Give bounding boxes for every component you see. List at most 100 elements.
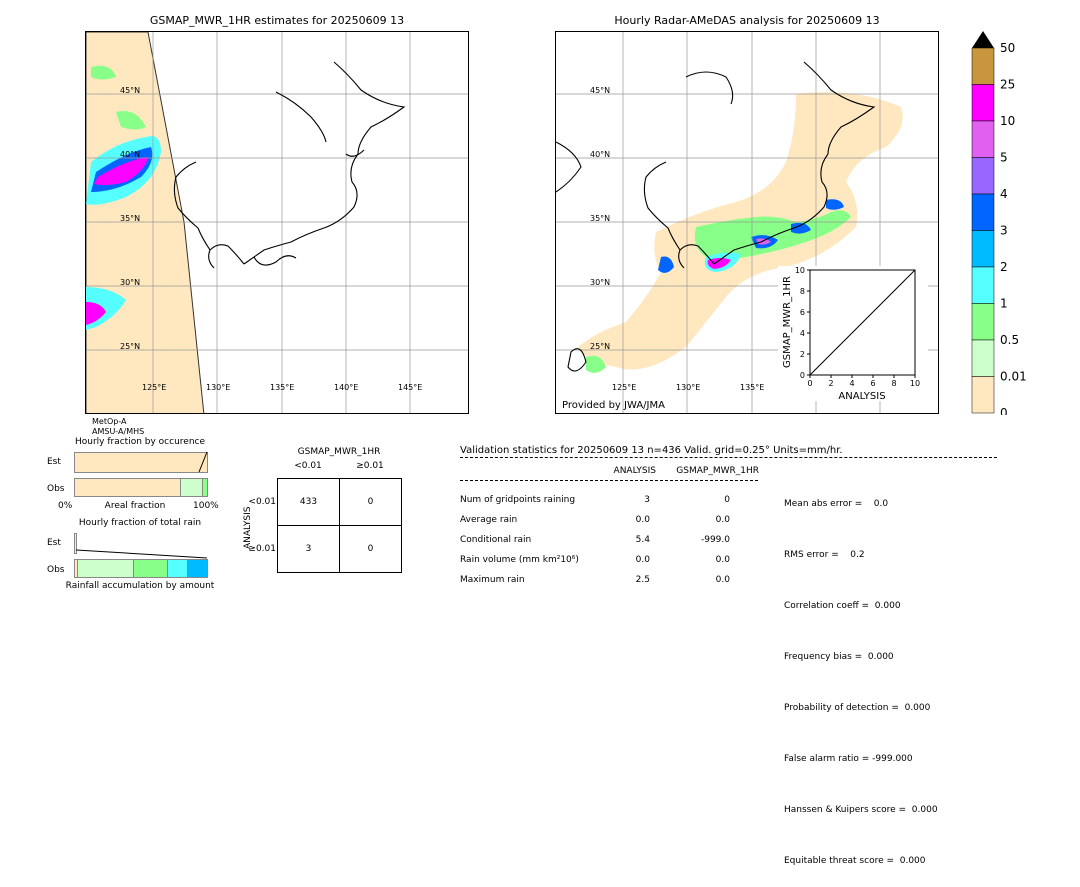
stat-analysis: 2.5 [635, 575, 650, 585]
contingency-row-header: ≥0.01 [248, 544, 276, 554]
left-map-coastline [173, 61, 406, 269]
y-tick-label: 6 [800, 308, 805, 317]
colorbar-segment [971, 47, 995, 85]
stat-label: Maximum rain [460, 575, 525, 585]
occ-obs-bar-moderate [202, 478, 208, 497]
occ-obs-bar-dry [74, 478, 181, 497]
y-tick-label: 10 [795, 266, 805, 275]
lat-label: 40°N [590, 150, 610, 159]
lat-label: 40°N [120, 150, 140, 159]
tot-est-label: Est [47, 538, 61, 548]
colorbar-label: 3 [1000, 224, 1008, 238]
score-line: Correlation coeff = 0.000 [784, 601, 901, 611]
colorbar-label: 0.01 [1000, 370, 1027, 384]
colorbar-label: 4 [1000, 187, 1008, 201]
x-tick-label: 4 [849, 379, 854, 388]
scatter-reference-line [809, 269, 916, 376]
stat-label: Num of gridpoints raining [460, 495, 576, 505]
stat-gsmap: 0 [724, 495, 730, 505]
colorbar-segment [971, 303, 995, 341]
sensor-name: AMSU-A/MHS [92, 427, 145, 436]
col-analysis-header: ANALYSIS [613, 466, 656, 476]
rain-cell-south [586, 355, 606, 373]
rain-area-far-north [91, 65, 116, 80]
stat-label: Average rain [460, 515, 518, 525]
rain-cell-east [791, 222, 811, 234]
x-tick-label: 0 [807, 379, 812, 388]
satellite-labels: MetOp-A AMSU-A/MHS [92, 417, 144, 437]
contingency-cell: 0 [367, 497, 374, 507]
right-map-panel: 45°N 40°N 35°N 30°N 25°N 125°E 130°E 135… [555, 31, 939, 414]
occ-obs-bar-light [180, 478, 203, 497]
table-row: Average rain 0.0 0.0 [460, 510, 760, 530]
tot-est-bar [74, 533, 77, 554]
lat-label: 30°N [120, 278, 140, 287]
scatter-ticks: 0 2 4 6 8 10 0 2 4 6 8 10 [795, 266, 920, 388]
stat-label: Rain volume (mm km²10⁶) [460, 555, 579, 565]
left-map-title: GSMAP_MWR_1HR estimates for 20250609 13 [149, 14, 405, 27]
stat-analysis: 5.4 [635, 535, 650, 545]
y-tick-label: 0 [800, 371, 805, 380]
colorbar-segment [971, 339, 995, 377]
tot-est-edge [75, 549, 208, 559]
tot-obs-label: Obs [47, 565, 65, 575]
col-gsmap-header: GSMAP_MWR_1HR [676, 466, 759, 476]
x-tick-label: 2 [828, 379, 833, 388]
colorbar-label: 10 [1000, 114, 1015, 128]
occ-obs-label: Obs [47, 484, 65, 494]
colorbar-label: 25 [1000, 78, 1015, 92]
stat-analysis: 0.0 [635, 515, 650, 525]
colorbar-segment [971, 230, 995, 268]
contingency-col-header: ≥0.01 [356, 461, 384, 471]
colorbar-extend-arrow [972, 31, 994, 48]
occurrence-title: Hourly fraction by occurence [74, 437, 206, 447]
total-chart [74, 533, 208, 578]
validation-header: Validation statistics for 20250609 13 n=… [460, 445, 843, 456]
rain-cell-heavy [707, 258, 731, 269]
contingency-col-header: <0.01 [294, 461, 322, 471]
colorbar-segment [971, 266, 995, 304]
lon-label: 125°E [612, 383, 636, 392]
rain-cell-far-east [826, 199, 844, 210]
y-tick-label: 4 [800, 329, 805, 338]
lon-label: 135°E [740, 383, 764, 392]
colorbar-label: 5 [1000, 151, 1008, 165]
stats-divider [460, 480, 758, 481]
occ-axis-mid: Areal fraction [104, 501, 166, 511]
left-map-grid [86, 32, 468, 413]
score-line: Probability of detection = 0.000 [784, 703, 931, 713]
occurrence-chart [74, 451, 208, 497]
stat-gsmap: 0.0 [715, 515, 730, 525]
contingency-cell: 3 [305, 544, 312, 554]
lon-label: 130°E [206, 383, 230, 392]
x-tick-label: 6 [870, 379, 875, 388]
table-row: Num of gridpoints raining 3 0 [460, 490, 760, 510]
colorbar-label: 0 [1000, 406, 1008, 415]
colorbar-label: 50 [1000, 41, 1015, 55]
score-line: Equitable threat score = 0.000 [784, 856, 926, 866]
colorbar-segment [971, 84, 995, 122]
tot-obs-bar-d [167, 559, 188, 578]
stat-gsmap: -999.0 [700, 535, 730, 545]
contingency-row-header: <0.01 [248, 497, 276, 507]
lat-label: 45°N [120, 86, 140, 95]
validation-divider [460, 457, 997, 458]
swath-coverage [86, 32, 205, 413]
contingency-table: 433 0 3 0 [277, 478, 402, 573]
lat-label: 25°N [590, 342, 610, 351]
rain-area-south-heavy [86, 302, 106, 325]
right-map-svg: 45°N 40°N 35°N 30°N 25°N 125°E 130°E 135… [556, 32, 938, 413]
lat-label: 35°N [120, 214, 140, 223]
occ-est-bar [74, 452, 208, 473]
x-tick-label: 10 [910, 379, 920, 388]
stat-analysis: 0.0 [635, 555, 650, 565]
table-row: Conditional rain 5.4 -999.0 [460, 530, 760, 550]
occ-axis-left: 0% [58, 501, 73, 511]
table-row: Rain volume (mm km²10⁶) 0.0 0.0 [460, 550, 760, 570]
colorbar-svg: 50 25 10 5 4 3 2 1 0.5 0.01 0 [971, 31, 1027, 420]
stat-label: Conditional rain [460, 535, 532, 545]
rain-band-weak [694, 210, 851, 260]
lon-label: 135°E [270, 383, 294, 392]
total-title: Hourly fraction of total rain [78, 518, 202, 528]
occ-est-edge [198, 451, 208, 473]
